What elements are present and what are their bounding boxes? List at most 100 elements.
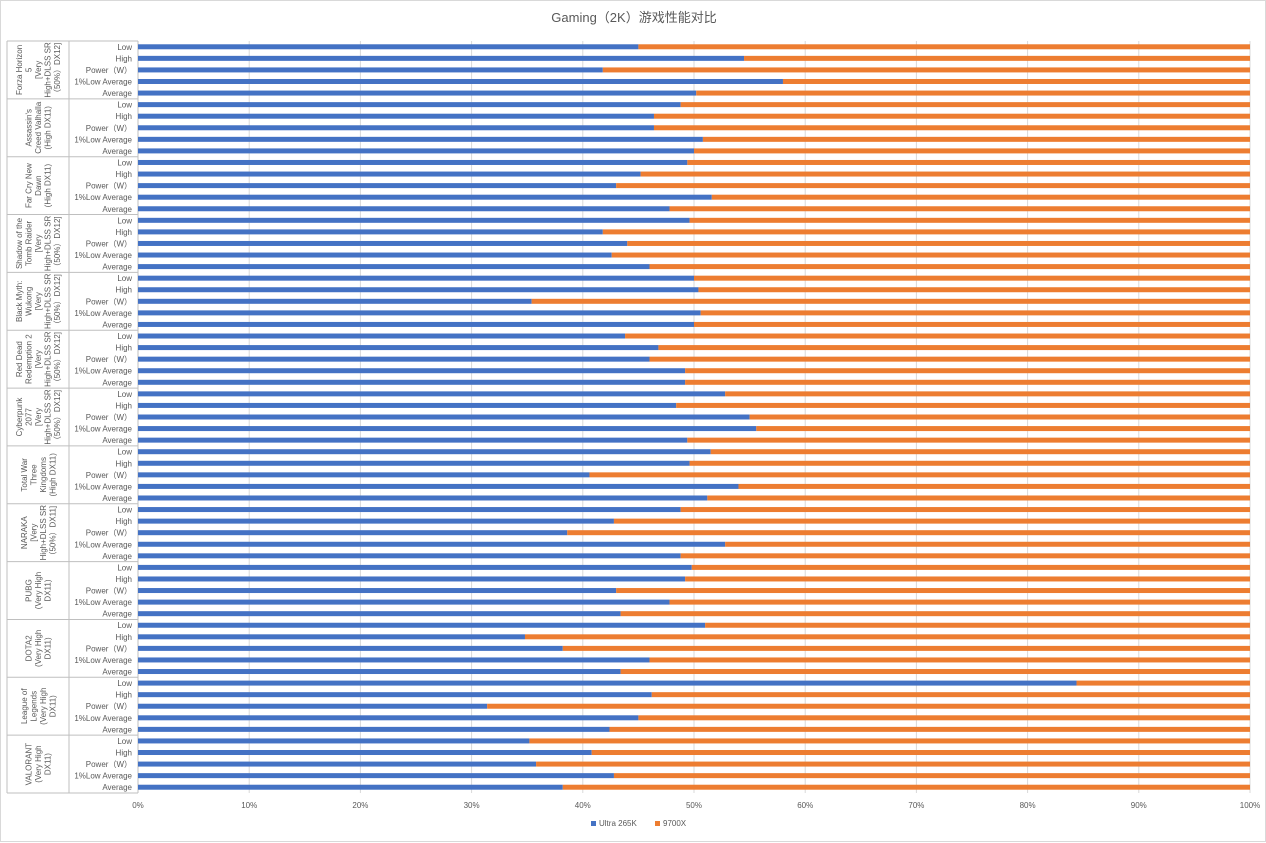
bar-ultra-265k (138, 264, 650, 270)
bar-ultra-265k (138, 55, 745, 61)
bar-9700x (698, 287, 1250, 293)
bar-9700x (651, 692, 1250, 698)
bar-9700x (669, 206, 1250, 212)
bar-ultra-265k (138, 564, 692, 570)
bar-ultra-265k (138, 148, 694, 154)
bar-ultra-265k (138, 750, 592, 756)
bar-ultra-265k (138, 345, 659, 351)
bar-ultra-265k (138, 426, 757, 432)
bar-ultra-265k (138, 356, 650, 362)
bar-ultra-265k (138, 588, 617, 594)
bar-ultra-265k (138, 310, 701, 316)
category-label: High (116, 112, 132, 121)
bar-9700x (669, 599, 1250, 605)
category-label: Average (102, 494, 132, 503)
legend[interactable]: Ultra 265K 9700X (591, 819, 687, 828)
bar-9700x (616, 183, 1250, 189)
bar-9700x (487, 703, 1251, 709)
bar-9700x (711, 194, 1250, 200)
legend-swatch (591, 821, 596, 826)
bar-9700x (725, 391, 1250, 397)
bar-ultra-265k (138, 657, 650, 663)
bar-9700x (676, 402, 1250, 408)
bar-9700x (689, 460, 1250, 466)
group-label: Shadow of theTomb Raider[VeryHigh+DLSS S… (15, 216, 62, 272)
bar-9700x (609, 726, 1250, 732)
bar-9700x (649, 356, 1250, 362)
category-label: Average (102, 205, 132, 214)
bar-9700x (625, 333, 1250, 339)
category-label: Power（W） (86, 124, 132, 133)
category-label: Power（W） (86, 587, 132, 596)
bar-ultra-265k (138, 44, 639, 50)
category-label: Power（W） (86, 182, 132, 191)
bar-ultra-265k (138, 402, 677, 408)
category-label: Average (102, 725, 132, 734)
bar-ultra-265k (138, 472, 590, 478)
category-label: Average (102, 378, 132, 387)
category-label: Low (117, 101, 132, 110)
category-label: Power（W） (86, 471, 132, 480)
bar-9700x (687, 159, 1250, 165)
bar-ultra-265k (138, 90, 697, 96)
bar-ultra-265k (138, 541, 726, 547)
bar-9700x (531, 298, 1250, 304)
bar-ultra-265k (138, 622, 706, 628)
group-label: Far Cry NewDawn(High DX11) (25, 163, 53, 208)
category-label: Average (102, 552, 132, 561)
bar-9700x (562, 784, 1250, 790)
bar-ultra-265k (138, 194, 712, 200)
bar-ultra-265k (138, 240, 628, 246)
category-label: High (116, 286, 132, 295)
group-label: VALORANT(Very HighDX11) (25, 743, 53, 786)
bar-9700x (700, 310, 1250, 316)
legend-entry[interactable]: Ultra 265K (599, 819, 637, 828)
bar-9700x (702, 136, 1250, 142)
bars (138, 44, 1251, 790)
bar-9700x (627, 240, 1250, 246)
x-tick-label: 60% (797, 801, 813, 810)
category-label: 1%Low Average (74, 309, 132, 318)
bar-9700x (1076, 680, 1250, 686)
bar-9700x (707, 495, 1250, 501)
bar-9700x (640, 171, 1250, 177)
legend-entry[interactable]: 9700X (663, 819, 687, 828)
x-tick-label: 30% (464, 801, 480, 810)
legend-swatch (655, 821, 660, 826)
category-label: Average (102, 668, 132, 677)
bar-9700x (613, 773, 1250, 779)
bar-9700x (638, 715, 1250, 721)
category-label: High (116, 344, 132, 353)
x-tick-label: 90% (1131, 801, 1147, 810)
category-label: 1%Low Average (74, 540, 132, 549)
category-label: Low (117, 274, 132, 283)
category-label: Average (102, 89, 132, 98)
bar-ultra-265k (138, 136, 703, 142)
bar-9700x (694, 321, 1250, 327)
bar-ultra-265k (138, 553, 681, 559)
bar-9700x (649, 657, 1250, 663)
bar-9700x (685, 379, 1250, 385)
x-tick-label: 40% (575, 801, 591, 810)
category-label: Average (102, 783, 132, 792)
group-label: Red DeadRedemption 2[VeryHigh+DLSS SR（50… (15, 331, 62, 387)
category-label: High (116, 691, 132, 700)
category-label: Average (102, 263, 132, 272)
bar-9700x (689, 217, 1250, 223)
bar-ultra-265k (138, 113, 654, 119)
bar-ultra-265k (138, 680, 1077, 686)
category-label: Power（W） (86, 529, 132, 538)
bar-ultra-265k (138, 483, 739, 489)
bar-9700x (685, 576, 1250, 582)
bar-ultra-265k (138, 414, 750, 420)
category-label: Low (117, 621, 132, 630)
category-label: Power（W） (86, 239, 132, 248)
x-tick-label: 20% (352, 801, 368, 810)
x-axis-ticks: 0% 10% 20% 30% 40% 50% 60% 70% 80% 90% 100% (132, 801, 1260, 810)
bar-ultra-265k (138, 206, 670, 212)
bar-ultra-265k (138, 518, 614, 524)
category-label: Low (117, 158, 132, 167)
category-label: High (116, 517, 132, 526)
bar-ultra-265k (138, 159, 688, 165)
category-label: Low (117, 563, 132, 572)
